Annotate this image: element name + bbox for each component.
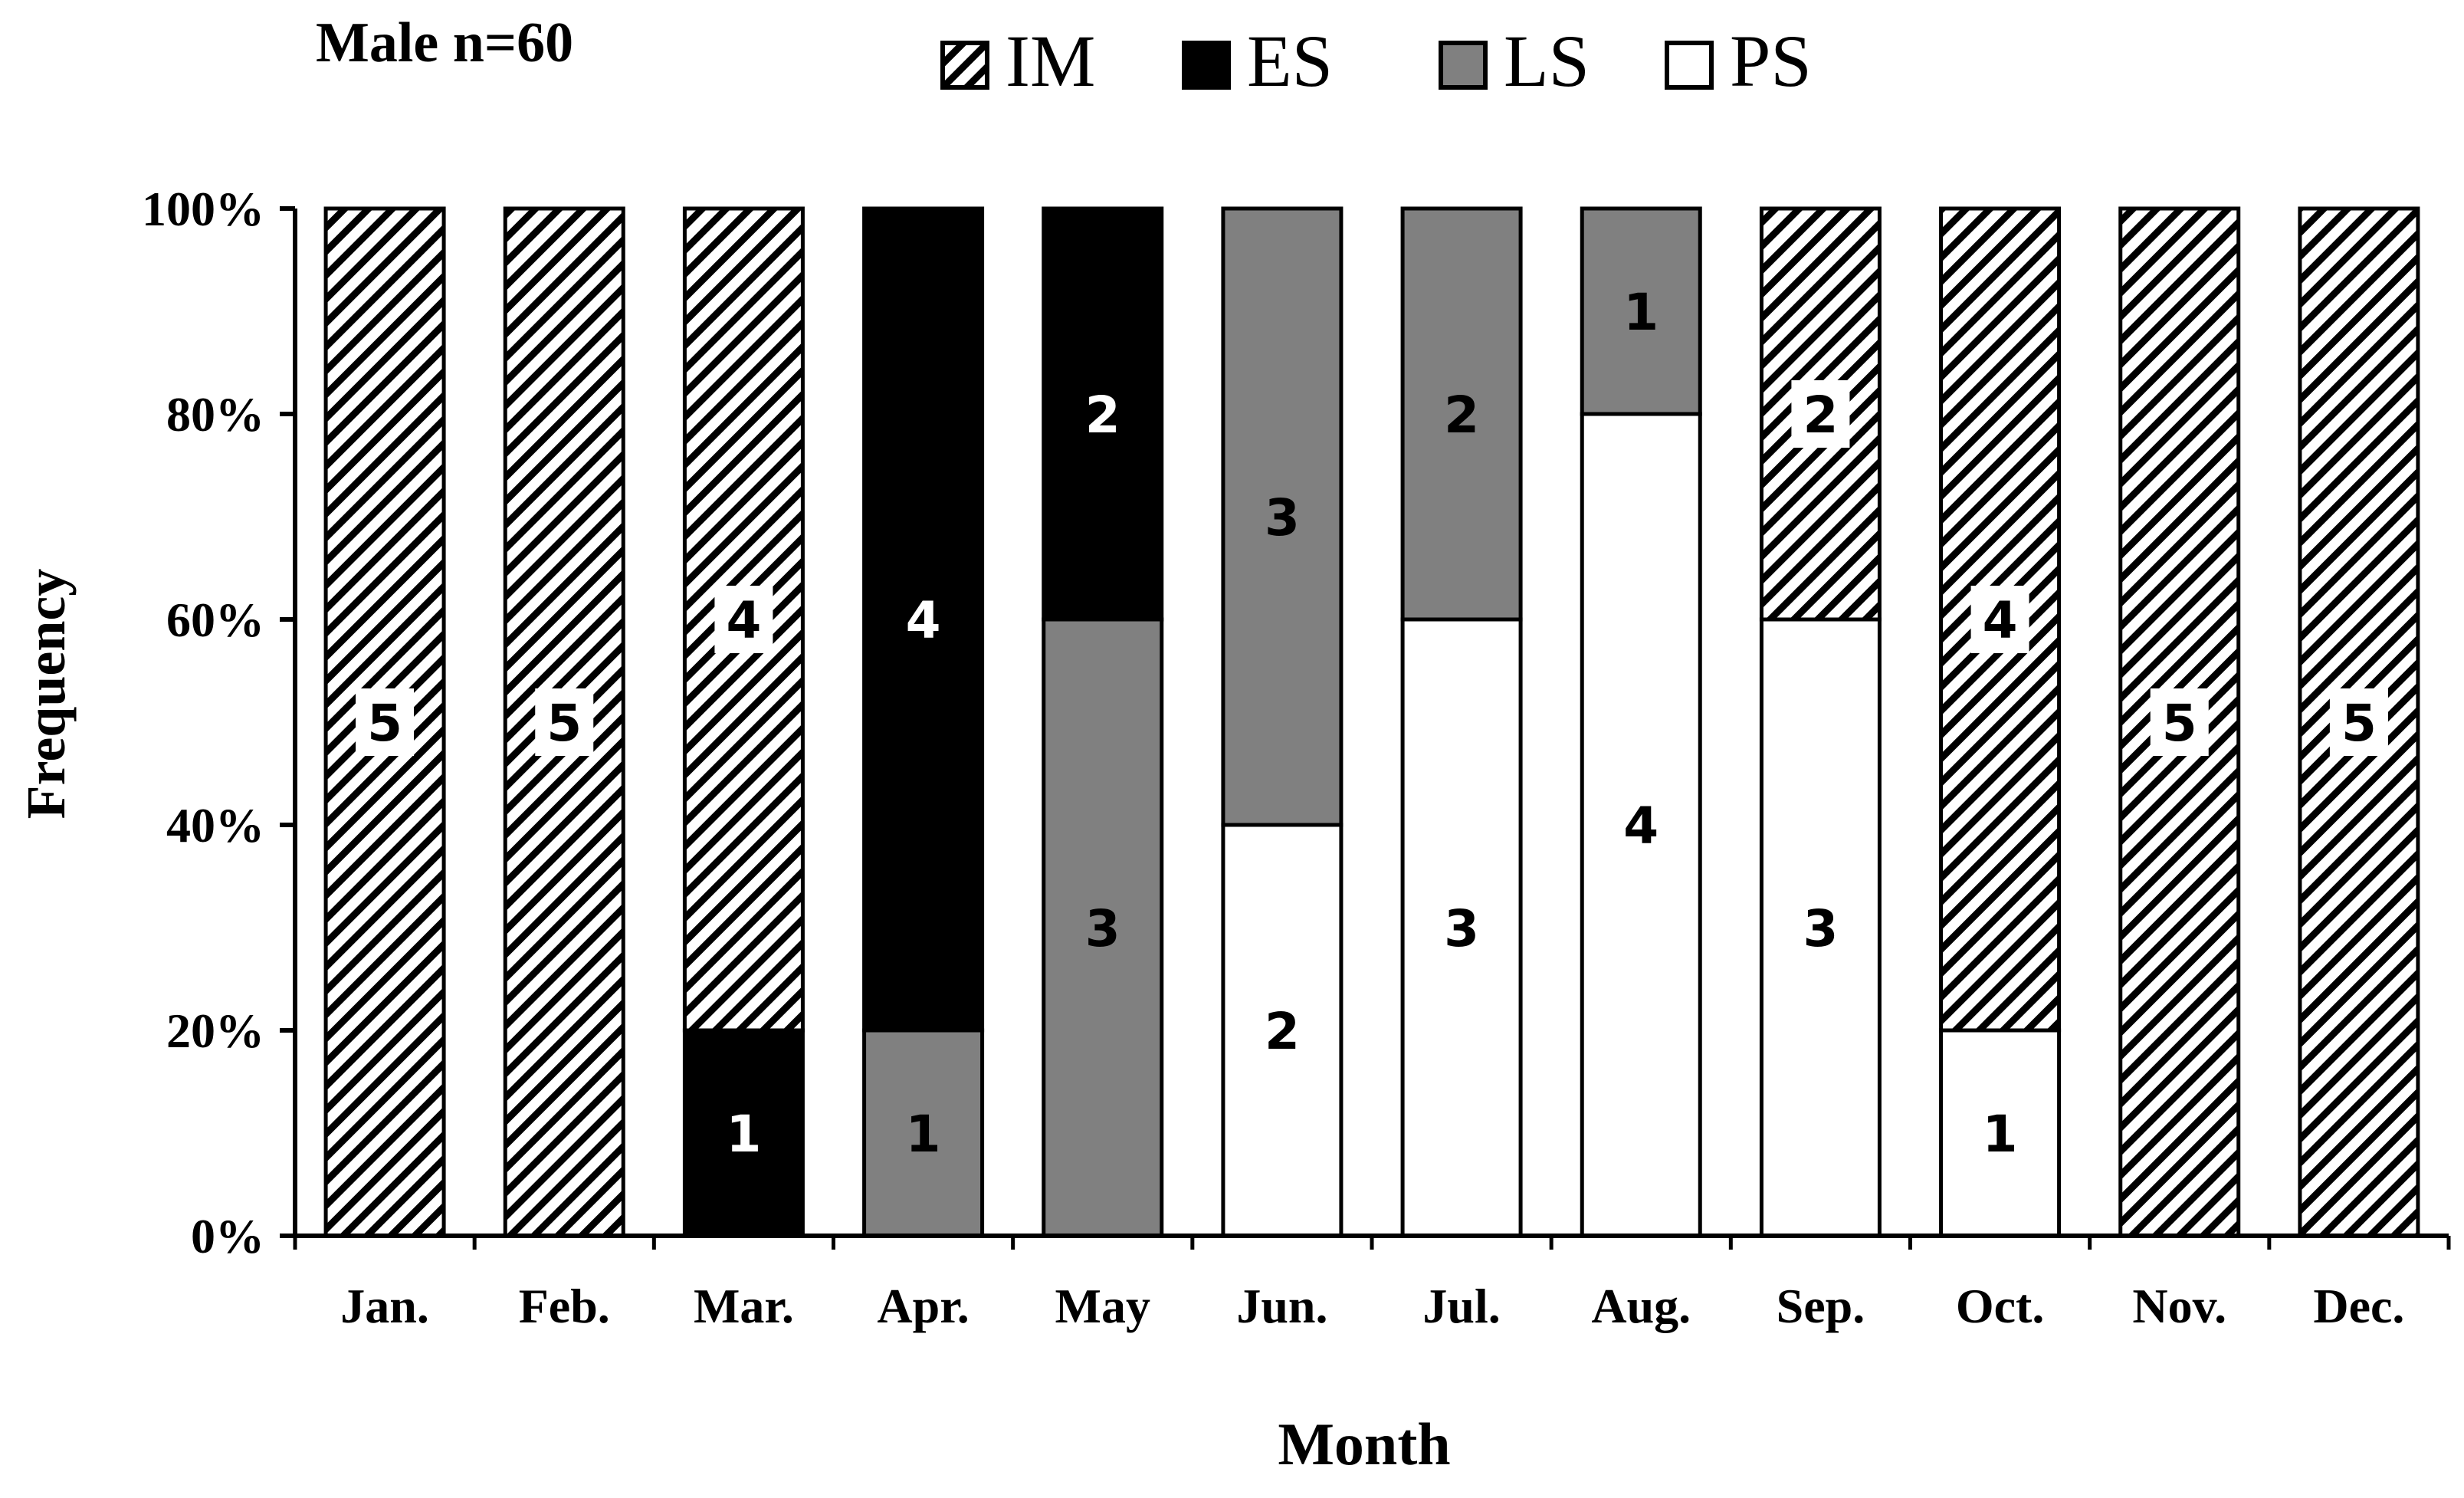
data-label-bg <box>2329 688 2388 756</box>
legend-swatch-ls <box>1439 41 1488 90</box>
y-tick-label-0: 0% <box>191 1209 264 1263</box>
data-label-may-es: 2 <box>1085 386 1120 445</box>
x-tick-label-mar: Mar. <box>694 1279 794 1333</box>
legend: IM ES LS PS <box>940 20 1812 102</box>
data-label-bg <box>535 688 594 756</box>
data-label-feb-im: 5 <box>546 694 582 753</box>
chart-title: Male n=60 <box>316 11 573 74</box>
legend-swatch-es <box>1182 41 1231 90</box>
bar-apr-es <box>862 206 985 1033</box>
data-label-mar-im: 4 <box>726 591 761 650</box>
x-tick-label-jul: Jul. <box>1422 1279 1500 1333</box>
legend-swatch-im <box>940 41 989 90</box>
x-tick-label-feb: Feb. <box>519 1279 610 1333</box>
x-tick-label-aug: Aug. <box>1591 1279 1691 1333</box>
data-label-bg <box>356 688 415 756</box>
x-tick-label-apr: Apr. <box>877 1279 969 1333</box>
data-label-bg <box>714 586 773 653</box>
data-label-jul-ps: 3 <box>1444 899 1479 958</box>
data-label-bg <box>1970 586 2029 653</box>
x-tick-label-oct: Oct. <box>1956 1279 2045 1333</box>
data-label-may-ls: 3 <box>1085 899 1120 958</box>
legend-label-im: IM <box>1006 20 1095 102</box>
bar-aug-ls <box>1580 206 1702 416</box>
data-label-apr-ls: 1 <box>906 1105 941 1164</box>
data-label-dec-im: 5 <box>2341 694 2377 753</box>
data-label-mar-es: 1 <box>726 1105 761 1164</box>
bar-may-es <box>1042 206 1164 622</box>
data-label-aug-ls: 1 <box>1623 283 1659 342</box>
legend-label-es: ES <box>1247 20 1333 102</box>
data-label-jul-ls: 2 <box>1444 386 1479 445</box>
y-axis-label: Frequency <box>15 569 77 820</box>
data-label-aug-ps: 4 <box>1623 797 1659 856</box>
x-tick-label-dec: Dec. <box>2313 1279 2404 1333</box>
y-tick-label-100: 100% <box>142 182 264 236</box>
y-tick-label-20: 20% <box>166 1004 264 1058</box>
bar-jul-ls <box>1400 206 1523 622</box>
data-label-oct-im: 4 <box>1983 591 2018 650</box>
legend-label-ls: LS <box>1504 20 1590 102</box>
x-tick-label-jan: Jan. <box>340 1279 429 1333</box>
x-tick-label-may: May <box>1055 1279 1150 1333</box>
y-tick-label-80: 80% <box>166 387 264 442</box>
bar-jun-ls <box>1221 206 1344 827</box>
data-label-oct-ps: 1 <box>1983 1105 2018 1164</box>
data-label-bg <box>1791 380 1850 448</box>
data-label-jan-im: 5 <box>367 694 402 753</box>
x-tick-label-jun: Jun. <box>1236 1279 1327 1333</box>
data-label-bg <box>2150 688 2209 756</box>
data-label-sep-im: 2 <box>1803 386 1838 445</box>
y-tick-label-60: 60% <box>166 593 264 647</box>
x-tick-label-nov: Nov. <box>2132 1279 2226 1333</box>
data-label-apr-es: 4 <box>906 591 941 650</box>
axes: Jan. Feb. Mar. Apr. May Jun. Jul. Aug. Sep. Oct. N… <box>142 182 2451 1333</box>
bar-labels: 5 5 1 4 1 4 3 2 2 3 3 2 4 1 3 2 1 4 5 5 <box>356 283 2388 1164</box>
legend-label-ps: PS <box>1730 20 1812 102</box>
x-axis-label: Month <box>1278 1411 1450 1477</box>
x-tick-label-sep: Sep. <box>1777 1279 1865 1333</box>
y-tick-label-40: 40% <box>166 798 264 852</box>
data-label-sep-ps: 3 <box>1803 899 1838 958</box>
bar-oct-ps <box>1939 1028 2062 1238</box>
data-label-jun-ls: 3 <box>1265 488 1300 547</box>
legend-swatch-ps <box>1665 41 1714 90</box>
data-label-jun-ps: 2 <box>1265 1002 1300 1061</box>
bar-jul-ps <box>1400 617 1523 1238</box>
data-label-nov-im: 5 <box>2162 694 2197 753</box>
bars <box>323 206 2420 1238</box>
